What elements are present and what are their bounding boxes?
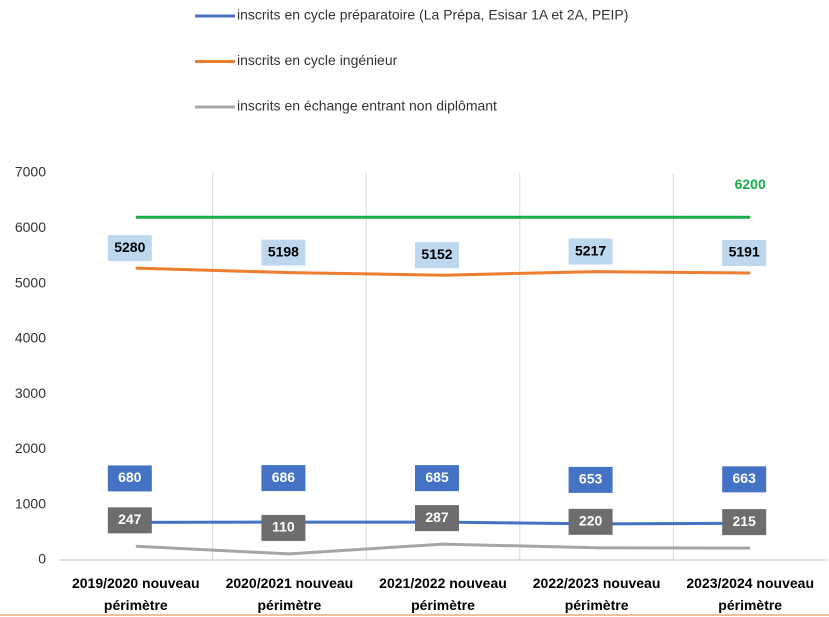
data-label-box: [107, 465, 152, 492]
data-label-box: [261, 239, 306, 266]
data-label: 685: [425, 469, 449, 485]
data-label-box: [107, 235, 152, 262]
data-label-box: [722, 509, 767, 536]
y-tick-label: 4000: [15, 330, 46, 346]
legend-label: inscrits en cycle ingénieur: [237, 52, 398, 68]
y-tick-label: 6000: [15, 219, 46, 235]
y-tick-label: 0: [38, 551, 46, 567]
data-label-box: [722, 466, 767, 493]
x-tick-label: 2022/2023 nouveau périmètre: [532, 575, 661, 613]
y-tick-label: 5000: [15, 274, 46, 290]
data-label-box: [415, 505, 459, 532]
data-label: 5217: [575, 242, 606, 258]
data-label-box: [722, 240, 767, 267]
legend-label: inscrits en cycle préparatoire (La Prépa…: [237, 7, 628, 23]
data-label-box: [568, 508, 613, 535]
data-label-box: [568, 238, 613, 265]
legend-label: inscrits en échange entrant non diplôman…: [237, 98, 497, 114]
data-label: 5280: [114, 239, 145, 255]
x-tick-label: 2023/2024 nouveau périmètre: [686, 575, 814, 613]
data-label-box: [261, 514, 306, 541]
data-label: 5198: [268, 243, 299, 259]
data-label: 686: [272, 469, 296, 485]
x-tick-label: 2020/2021 nouveau périmètre: [225, 575, 354, 613]
series-line: [135, 266, 751, 277]
x-tick-label: 2019/2020 nouveau périmètre: [71, 575, 200, 613]
data-label: 680: [118, 469, 142, 485]
data-label: 220: [579, 513, 603, 529]
data-label: 287: [425, 509, 449, 525]
data-label-box: [415, 242, 459, 269]
data-label-box: [415, 465, 459, 492]
data-label: 653: [579, 471, 603, 487]
y-tick-label: 1000: [15, 495, 46, 511]
data-label-box: [261, 465, 306, 492]
data-label: 5191: [729, 244, 760, 260]
x-tick-label: 2021/2022 nouveau périmètre: [379, 575, 507, 613]
data-label: 215: [733, 513, 757, 529]
data-label: 6200: [735, 176, 766, 192]
data-label-box: [107, 507, 152, 534]
data-label-box: [568, 466, 613, 493]
series-line: [135, 542, 751, 556]
data-label: 110: [272, 519, 295, 535]
data-label: 247: [118, 511, 142, 527]
data-label: 663: [733, 470, 757, 486]
y-tick-label: 2000: [15, 440, 46, 456]
data-label: 5152: [421, 246, 452, 262]
y-tick-label: 7000: [15, 164, 46, 180]
y-tick-label: 3000: [15, 385, 46, 401]
